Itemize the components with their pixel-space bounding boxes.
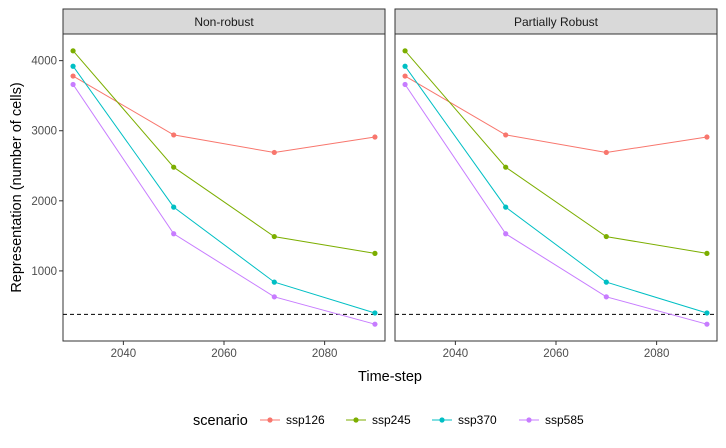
- y-tick-label-1000: 1000: [31, 266, 57, 278]
- data-point-ssp126-2070-0: [271, 149, 277, 156]
- data-point-ssp585-2070-0: [271, 294, 277, 300]
- data-point-ssp370-2050-0: [171, 204, 177, 210]
- panel-frame-1: [394, 33, 718, 342]
- x-tick-label-2040-0: 2040: [111, 348, 137, 360]
- data-point-ssp585-2050-1: [503, 231, 509, 237]
- data-point-ssp126-2030-0: [70, 73, 76, 79]
- x-axis-title: Time-step: [358, 369, 422, 385]
- y-tick-label-4000: 4000: [31, 56, 57, 68]
- data-point-ssp370-2090-0: [372, 310, 378, 316]
- series-line-ssp585-0: [72, 84, 376, 325]
- data-point-ssp585-2070-1: [603, 294, 609, 300]
- x-tick-label-2080-1: 2080: [644, 348, 670, 360]
- series-line-ssp126-0: [72, 75, 375, 154]
- facet-label-1: Partially Robust: [514, 15, 599, 29]
- data-point-ssp585-2090-0: [372, 321, 378, 327]
- legend-key-point-ssp245: [353, 417, 359, 423]
- data-point-ssp126-2050-1: [503, 132, 509, 138]
- data-point-ssp126-2070-1: [603, 149, 609, 156]
- data-point-ssp126-2090-1: [704, 134, 710, 140]
- series-line-ssp370-0: [72, 65, 376, 314]
- data-point-ssp245-2090-0: [372, 250, 378, 256]
- data-point-ssp370-2070-1: [603, 279, 609, 285]
- data-point-ssp585-2050-0: [171, 231, 177, 237]
- data-point-ssp245-2050-0: [171, 164, 177, 170]
- x-tick-label-2040-1: 2040: [443, 348, 469, 360]
- data-point-ssp126-2090-0: [372, 134, 378, 140]
- data-point-ssp126-2050-0: [171, 132, 177, 138]
- series-line-ssp245-0: [72, 50, 375, 254]
- legend-label-ssp585: ssp585: [545, 413, 584, 427]
- data-point-ssp245-2030-0: [70, 48, 76, 54]
- panel-frame-0: [62, 33, 386, 342]
- legend-label-ssp245: ssp245: [372, 413, 411, 427]
- series-line-ssp245-1: [404, 50, 707, 254]
- data-point-ssp245-2090-1: [704, 250, 710, 256]
- data-point-ssp370-2030-1: [402, 63, 408, 69]
- legend-key-point-ssp126: [267, 417, 273, 423]
- data-point-ssp245-2070-0: [271, 233, 277, 240]
- facet-label-0: Non-robust: [194, 15, 254, 29]
- x-tick-label-2060-1: 2060: [543, 348, 569, 360]
- data-point-ssp245-2050-1: [503, 164, 509, 170]
- legend-title: scenario: [193, 413, 248, 429]
- data-point-ssp245-2030-1: [402, 48, 408, 54]
- data-point-ssp585-2030-0: [70, 81, 76, 88]
- x-tick-label-2060-0: 2060: [211, 348, 237, 360]
- data-point-ssp370-2090-1: [704, 310, 710, 316]
- legend-label-ssp126: ssp126: [286, 413, 325, 427]
- series-line-ssp370-1: [404, 65, 708, 314]
- x-tick-label-2080-0: 2080: [312, 348, 338, 360]
- y-tick-label-2000: 2000: [31, 196, 57, 208]
- data-point-ssp245-2070-1: [603, 233, 609, 240]
- data-point-ssp585-2030-1: [402, 81, 408, 88]
- data-point-ssp126-2030-1: [402, 73, 408, 79]
- series-line-ssp126-1: [404, 75, 707, 154]
- facet-strip-0: [62, 8, 386, 35]
- legend-key-point-ssp370: [439, 417, 445, 423]
- data-point-ssp370-2030-0: [70, 63, 76, 69]
- series-line-ssp585-1: [404, 84, 708, 325]
- data-point-ssp370-2070-0: [271, 279, 277, 285]
- data-point-ssp585-2090-1: [704, 321, 710, 327]
- y-axis-title: Representation (number of cells): [9, 82, 25, 292]
- legend-key-point-ssp585: [526, 417, 532, 423]
- legend-label-ssp370: ssp370: [458, 413, 497, 427]
- y-tick-label-3000: 3000: [31, 126, 57, 138]
- data-point-ssp370-2050-1: [503, 204, 509, 210]
